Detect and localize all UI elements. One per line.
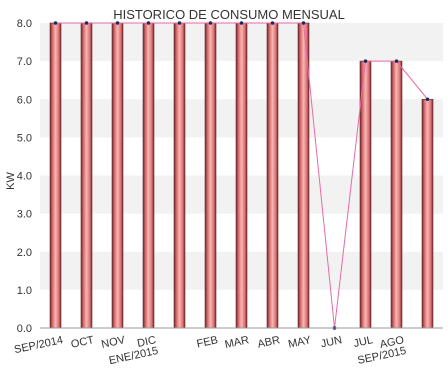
x-tick-label: MAY: [287, 334, 313, 351]
series-marker: [177, 21, 182, 25]
series-marker: [239, 21, 244, 25]
x-tick-label-group: OCT: [70, 334, 95, 351]
chart-title: HISTORICO DE CONSUMO MENSUAL: [113, 7, 345, 22]
bar: [421, 98, 434, 329]
x-tick-label: JUL: [352, 334, 374, 350]
series-marker: [53, 21, 58, 25]
bar: [297, 22, 310, 329]
series-marker: [208, 21, 213, 25]
bar: [142, 22, 155, 329]
x-tick-label-group: MAR: [224, 334, 250, 351]
bar: [359, 60, 372, 329]
bars: [49, 22, 434, 329]
series-marker: [270, 21, 275, 25]
y-tick-label: 3.0: [17, 209, 32, 221]
bar: [390, 60, 403, 329]
y-tick-label: 1.0: [17, 285, 32, 297]
x-tick-label-group: SEP/2014: [13, 334, 64, 356]
bar: [266, 22, 279, 329]
y-tick-label: 5.0: [17, 132, 32, 144]
x-tick-label: MAR: [224, 334, 250, 351]
y-axis-label: KW: [5, 172, 17, 190]
y-tick-label: 0.0: [17, 323, 32, 335]
bar: [204, 22, 217, 329]
x-tick-label-group: FEB: [196, 334, 219, 350]
bar: [49, 22, 62, 329]
y-tick-label: 8.0: [17, 18, 32, 30]
y-tick-label: 6.0: [17, 94, 32, 106]
y-tick-label: 4.0: [17, 171, 32, 183]
bar: [235, 22, 248, 329]
series-marker: [115, 21, 120, 25]
x-tick-label: ENE/2015: [108, 345, 160, 367]
x-tick-label-group: ABR: [256, 334, 281, 350]
series-marker: [425, 97, 430, 102]
series-line-group: [53, 21, 430, 330]
x-tick-label-group: JUL: [352, 334, 374, 350]
series-marker: [394, 59, 399, 63]
x-tick-label-group: MAY: [287, 334, 313, 351]
bar: [80, 22, 93, 329]
x-tick-label-group: JUN: [320, 334, 343, 350]
bar: [111, 22, 124, 329]
series-marker: [301, 21, 306, 25]
y-tick-label: 2.0: [17, 247, 32, 259]
x-tick-label: FEB: [196, 334, 219, 350]
x-tick-label: OCT: [70, 334, 95, 351]
y-tick-label: 7.0: [17, 56, 32, 68]
x-tick-label: SEP/2014: [13, 334, 64, 356]
series-marker: [146, 21, 151, 25]
x-tick-label-group: NOV: [100, 334, 126, 351]
series-marker: [363, 59, 368, 63]
x-tick-label: JUN: [320, 334, 343, 350]
series-marker: [84, 21, 89, 25]
x-tick-label: AGO: [379, 334, 406, 351]
bar: [173, 22, 186, 329]
x-tick-label: NOV: [100, 334, 126, 351]
y-axis-ticks: 0.0 1.0 2.0 3.0 4.0 5.0 6.0 7.0 8.0: [17, 18, 32, 335]
x-tick-label: DIC: [136, 334, 157, 350]
x-tick-label: ABR: [256, 334, 281, 350]
